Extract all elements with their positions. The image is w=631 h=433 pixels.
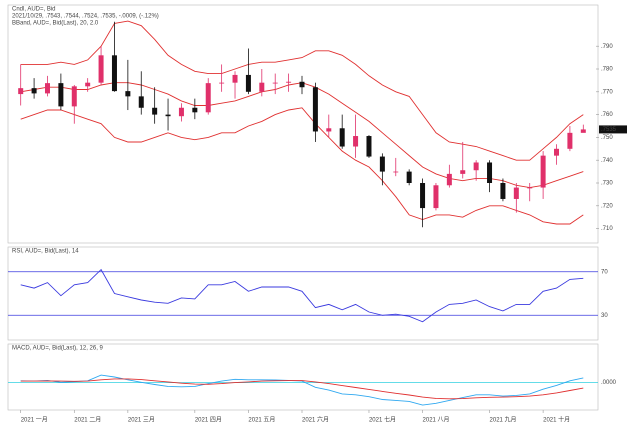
line-series bbox=[20, 268, 584, 323]
candle-body bbox=[245, 74, 251, 92]
candle-body bbox=[487, 162, 493, 183]
candle-body bbox=[111, 55, 117, 92]
candle-body bbox=[18, 88, 24, 95]
candle-body bbox=[205, 83, 211, 113]
candle-body bbox=[339, 128, 345, 147]
y-tick-label: .760 bbox=[601, 112, 613, 118]
candle-body bbox=[446, 173, 452, 186]
candle-body bbox=[406, 171, 412, 183]
y-tick-label: .790 bbox=[601, 44, 613, 50]
y-tick-label: .770 bbox=[601, 89, 613, 95]
candle-body bbox=[299, 81, 305, 88]
candle-body bbox=[527, 187, 533, 189]
rsi-panel bbox=[7, 246, 599, 341]
candle-body bbox=[473, 162, 479, 171]
candle-body bbox=[98, 55, 104, 83]
candle-body bbox=[540, 155, 546, 188]
candle-body bbox=[286, 81, 292, 83]
candle-body bbox=[178, 107, 184, 117]
x-tick-label: 2021 八月 bbox=[423, 417, 450, 424]
y-tick-label: .780 bbox=[601, 67, 613, 73]
y-tick-label: .740 bbox=[601, 158, 613, 164]
candle-body bbox=[353, 136, 359, 147]
candle-body bbox=[366, 136, 372, 157]
candle-body bbox=[460, 170, 466, 174]
candle-body bbox=[259, 82, 265, 92]
x-tick-label: 2021 三月 bbox=[128, 417, 155, 424]
candle-body bbox=[326, 128, 332, 132]
candle-body bbox=[219, 82, 225, 84]
candle-body bbox=[71, 86, 77, 107]
line-series bbox=[20, 374, 584, 406]
candle-body bbox=[58, 83, 64, 107]
y-tick-label: .710 bbox=[601, 226, 613, 232]
x-tick-label: 2021 五月 bbox=[248, 417, 275, 424]
candle-body bbox=[165, 114, 171, 117]
candle-body bbox=[393, 171, 399, 173]
y-tick-label: 30 bbox=[601, 313, 608, 319]
candle-body bbox=[420, 183, 426, 209]
line-series bbox=[20, 378, 584, 400]
y-tick-label: 70 bbox=[601, 269, 608, 275]
y-tick-label: .0000 bbox=[601, 380, 617, 386]
candle-body bbox=[232, 74, 238, 83]
y-tick-label: .720 bbox=[601, 203, 613, 209]
candle-body bbox=[31, 88, 37, 94]
legend-text: MACD, AUD=, Bid(Last), 12, 26, 9 bbox=[12, 346, 104, 352]
candle-body bbox=[312, 87, 318, 132]
candle-body bbox=[125, 91, 131, 97]
x-tick-label: 2021 七月 bbox=[369, 416, 396, 424]
price-label-box bbox=[599, 125, 627, 134]
candle-body bbox=[85, 82, 91, 87]
x-tick-label: 2021 二月 bbox=[74, 417, 101, 424]
candle-body bbox=[272, 82, 278, 84]
x-tick-label: 2021 四月 bbox=[195, 417, 222, 424]
x-tick-label: 2021 六月 bbox=[302, 416, 329, 424]
x-tick-label: 2021 一月 bbox=[21, 417, 48, 424]
legend-text: 2021/10/29, .7543, .7544, .7524, .7535, … bbox=[12, 14, 159, 20]
line-series bbox=[20, 107, 584, 225]
candle-body bbox=[152, 107, 158, 115]
candle-body bbox=[580, 129, 586, 133]
candle-body bbox=[513, 187, 519, 199]
price-label: .7535 bbox=[601, 127, 617, 133]
price-panel bbox=[7, 4, 599, 244]
legend-text: RSI, AUD=, Bid(Last), 14 bbox=[12, 249, 79, 255]
y-tick-label: .750 bbox=[601, 135, 613, 141]
candle-body bbox=[500, 183, 506, 199]
macd-panel bbox=[7, 343, 599, 411]
candle-body bbox=[567, 132, 573, 149]
legend-text: Cndl, AUD=, Bid bbox=[12, 7, 56, 13]
candle-body bbox=[433, 185, 439, 209]
y-tick-label: .730 bbox=[601, 181, 613, 187]
candle-body bbox=[138, 96, 144, 108]
candle-body bbox=[192, 107, 198, 113]
candle-body bbox=[44, 83, 50, 94]
candle-body bbox=[379, 156, 385, 172]
x-tick-label: 2021 九月 bbox=[490, 416, 517, 424]
legend-text: BBand, AUD=, Bid(Last), 20, 2.0 bbox=[12, 21, 99, 27]
x-tick-label: 2021 十月 bbox=[543, 416, 570, 424]
candle-body bbox=[554, 148, 560, 156]
